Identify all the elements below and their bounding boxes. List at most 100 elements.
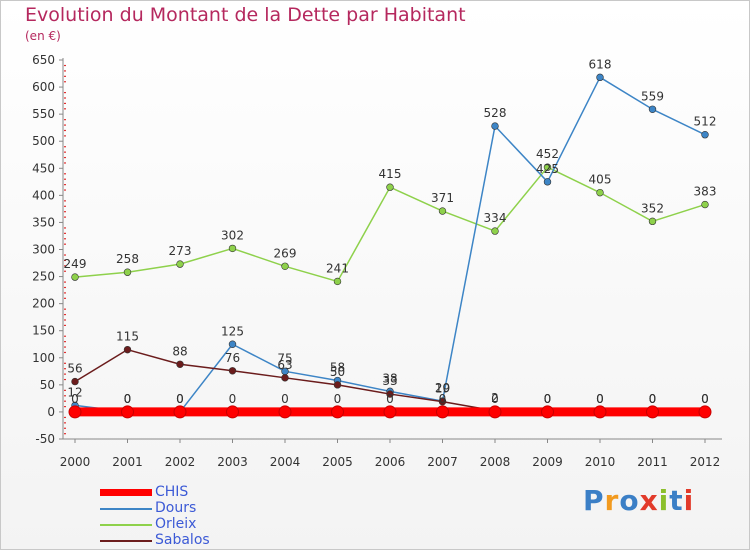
legend-label-chis: CHIS [155,484,189,500]
data-label-chis: 0 [124,392,132,406]
data-label-dours: 512 [694,115,717,129]
x-tick-label: 2009 [532,455,563,469]
data-point-sabalos [386,390,394,398]
y-minor-tick [64,254,66,256]
data-label-dours: 12 [67,385,82,399]
y-tick-label: 500 [32,134,55,148]
data-point-chis [436,405,449,419]
data-point-orleix [543,163,552,171]
y-minor-tick [64,265,66,267]
legend-label-sabalos: Sabalos [155,532,210,548]
y-minor-tick [64,286,66,289]
data-label-chis: 0 [71,392,79,406]
data-label-chis: 0 [544,392,552,406]
y-minor-tick [64,184,66,186]
data-label-dours: 0 [176,392,184,406]
data-label-sabalos: 50 [330,365,345,379]
x-tick-label: 2008 [480,455,511,469]
y-minor-tick [64,119,66,121]
logo-letter: t [669,484,684,517]
logo-letter: x [639,484,659,517]
data-point-chis [541,405,554,419]
y-minor-tick [64,416,66,419]
y-minor-tick [64,351,66,354]
data-point-orleix [71,273,79,281]
data-label-sabalos: 76 [225,351,240,365]
y-tick-label: 150 [32,324,55,338]
data-point-dours [543,178,552,186]
data-label-chis: 0 [491,392,499,406]
data-label-orleix: 241 [326,261,349,275]
x-tick-label: 2005 [322,455,353,469]
data-point-dours [701,131,709,139]
data-label-orleix: 334 [484,211,507,225]
y-minor-tick [64,243,66,245]
data-label-dours: 425 [536,162,559,176]
y-minor-tick [64,308,66,310]
y-minor-tick [64,146,66,148]
y-minor-tick [64,368,66,370]
y-tick-label: 650 [32,53,55,67]
x-tick-label: 2004 [270,455,301,469]
data-point-orleix [281,262,289,270]
data-label-orleix: 352 [641,201,664,215]
data-label-chis: 0 [701,392,709,406]
data-label-sabalos: 2 [491,391,499,405]
legend-label-dours: Dours [155,500,197,516]
data-label-dours: 75 [277,351,292,365]
data-point-chis [383,405,397,419]
y-minor-tick [64,211,66,213]
y-minor-tick [64,406,66,408]
data-point-sabalos [438,397,447,406]
chart-title: Evolution du Montant de la Dette par Hab… [25,4,466,26]
data-label-chis: 0 [649,392,657,406]
x-tick-label: 2002 [165,455,196,469]
x-tick-label: 2001 [112,455,143,469]
y-minor-tick [64,335,66,337]
data-label-sabalos: 0 [544,392,552,406]
data-label-chis: 0 [596,392,604,406]
y-tick-label: 0 [47,405,55,419]
data-label-sabalos: 19 [435,382,450,396]
y-tick-label: 50 [40,378,55,392]
data-label-dours: 125 [221,324,244,338]
data-point-orleix [228,244,237,253]
data-label-orleix: 269 [274,246,297,260]
data-point-orleix [438,207,447,215]
data-label-orleix: 452 [536,147,559,161]
y-minor-tick [64,389,66,391]
data-label-dours: 20 [435,381,450,395]
y-minor-tick [64,346,66,348]
data-label-orleix: 273 [169,244,192,258]
y-minor-tick [64,81,66,83]
y-tick-label: 200 [32,297,55,311]
data-label-chis: 0 [176,392,184,406]
data-point-orleix [648,217,657,226]
legend-label-orleix: Orleix [155,516,197,532]
y-minor-tick [64,216,66,218]
y-minor-tick [64,422,66,424]
data-point-sabalos [176,360,184,368]
data-label-dours: 38 [382,371,397,385]
data-point-chis [278,405,292,419]
proxiti-logo: Proxiti [583,484,694,517]
y-minor-tick [64,97,66,99]
data-point-chis [593,405,607,419]
data-point-sabalos [281,374,289,382]
y-minor-tick [64,378,66,381]
x-tick-label: 2000 [60,455,91,469]
data-point-orleix [596,188,604,197]
x-tick-label: 2010 [585,455,616,469]
data-label-sabalos: 115 [116,330,139,344]
data-label-chis: 0 [439,392,447,406]
y-minor-tick [64,341,66,343]
data-point-orleix [333,277,342,286]
data-point-orleix [176,260,184,268]
data-point-orleix [701,200,709,209]
logo-letter: o [619,484,640,517]
data-point-orleix [123,268,132,276]
y-minor-tick [64,151,66,153]
y-minor-tick [64,227,66,229]
data-point-chis [646,405,659,419]
